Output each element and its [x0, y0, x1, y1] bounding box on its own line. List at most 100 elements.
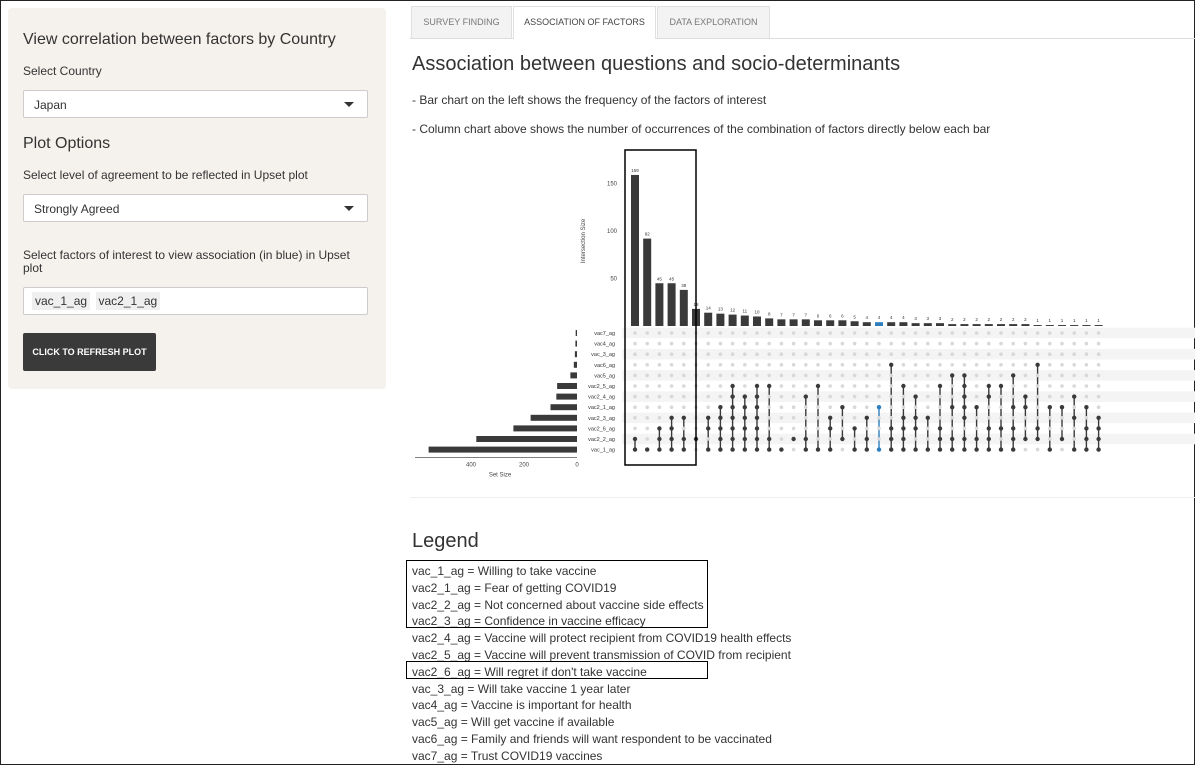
matrix-dot-active: [986, 394, 991, 399]
matrix-dot-inactive: [974, 416, 979, 420]
section-divider: [410, 497, 1195, 498]
set-label: vac2_3_ag: [588, 416, 615, 422]
matrix-dot-inactive: [816, 405, 820, 410]
matrix-dot-inactive: [926, 394, 930, 399]
tab-data-exploration[interactable]: DATA EXPLORATION: [657, 6, 770, 38]
matrix-dot-inactive: [950, 416, 954, 420]
matrix-dot-inactive: [804, 341, 808, 346]
matrix-dot-inactive: [791, 331, 796, 335]
legend-item: vac2_4_ag = Vaccine will protect recipie…: [412, 631, 792, 646]
matrix-dot-inactive: [877, 373, 881, 378]
country-select[interactable]: Japan: [23, 90, 368, 118]
matrix-dot-active: [998, 383, 1004, 389]
set-label: vac2_5_ag: [588, 384, 615, 390]
matrix-dot-inactive: [779, 331, 784, 335]
refresh-plot-button[interactable]: CLICK TO REFRESH PLOT: [23, 333, 156, 371]
legend-highlight-box: [406, 661, 708, 679]
matrix-dot-inactive: [816, 394, 820, 399]
matrix-dot-inactive: [633, 394, 637, 399]
matrix-dot-active: [974, 405, 979, 410]
matrix-dot-inactive: [840, 394, 845, 399]
matrix-dot-inactive: [755, 363, 759, 367]
factors-multiselect[interactable]: vac_1_ag vac2_1_ag: [23, 287, 368, 315]
matrix-dot-inactive: [974, 384, 979, 388]
matrix-dot-inactive: [1048, 363, 1052, 367]
matrix-dot-inactive: [804, 405, 808, 410]
matrix-dot-inactive: [633, 331, 637, 335]
intersection-bar: [887, 322, 896, 326]
matrix-dot-inactive: [987, 352, 991, 356]
matrix-dot-active: [730, 415, 735, 420]
matrix-dot-inactive: [669, 384, 674, 388]
matrix-dot-inactive: [645, 384, 649, 388]
matrix-dot-inactive: [962, 363, 967, 367]
intersection-value-label: 2: [963, 317, 966, 322]
matrix-dot-inactive: [767, 416, 771, 420]
set-size-bar: [575, 330, 577, 336]
matrix-dot-active: [840, 405, 845, 410]
legend-item: vac2_3_ag = Confidence in vaccine effica…: [412, 614, 646, 629]
intersection-value-label: 159: [631, 168, 639, 173]
set-size-bar: [570, 372, 577, 379]
matrix-dot-inactive: [1048, 437, 1052, 441]
matrix-dot-inactive: [865, 426, 869, 431]
matrix-dot-inactive: [938, 363, 942, 367]
factor-tag[interactable]: vac2_1_ag: [95, 292, 161, 310]
matrix-dot-active: [1011, 426, 1016, 431]
matrix-dot-inactive: [767, 426, 771, 431]
matrix-dot-inactive: [1096, 363, 1101, 367]
intersection-value-label: 6: [817, 313, 820, 318]
matrix-dot-inactive: [852, 405, 857, 410]
intersection-bar: [984, 324, 993, 326]
matrix-dot-inactive: [950, 394, 954, 399]
matrix-dot-inactive: [1035, 331, 1040, 335]
matrix-dot-inactive: [950, 331, 954, 335]
matrix-dot-active: [889, 362, 894, 367]
matrix-dot-active: [1035, 436, 1040, 442]
matrix-dot-inactive: [816, 373, 820, 378]
matrix-dot-inactive: [828, 352, 832, 356]
factor-tag[interactable]: vac_1_ag: [32, 292, 91, 310]
tab-association-of-factors[interactable]: ASSOCIATION OF FACTORS: [513, 6, 656, 39]
intersection-value-label: 5: [853, 314, 856, 319]
matrix-dot-inactive: [938, 341, 942, 346]
matrix-dot-inactive: [706, 405, 710, 410]
matrix-dot-inactive: [852, 352, 857, 356]
matrix-dot-inactive: [657, 352, 662, 356]
matrix-dot-inactive: [865, 405, 869, 410]
plot-options-title: Plot Options: [23, 135, 111, 152]
matrix-dot-active: [876, 447, 882, 452]
matrix-dot-inactive: [669, 405, 674, 410]
matrix-row-stripe: [622, 348, 1195, 360]
matrix-dot-inactive: [913, 341, 918, 346]
agreement-select[interactable]: Strongly Agreed: [23, 194, 368, 222]
matrix-dot-inactive: [1023, 341, 1028, 346]
matrix-dot-inactive: [901, 394, 906, 399]
matrix-dot-inactive: [755, 341, 759, 346]
matrix-dot-inactive: [877, 352, 881, 356]
legend-title: Legend: [412, 530, 479, 552]
intersection-value-label: 45: [657, 276, 663, 281]
matrix-dot-inactive: [926, 437, 930, 441]
matrix-dot-inactive: [718, 373, 723, 378]
matrix-dot-inactive: [1035, 394, 1040, 399]
intersection-bar: [753, 316, 761, 326]
intersection-bar: [1009, 324, 1018, 326]
matrix-dot-active: [1096, 436, 1101, 442]
matrix-dot-inactive: [779, 426, 784, 431]
intersection-bar: [899, 322, 908, 326]
matrix-dot-inactive: [987, 416, 991, 420]
matrix-dot-inactive: [657, 373, 662, 378]
matrix-dot-inactive: [913, 352, 918, 356]
intersection-bar: [911, 323, 920, 326]
matrix-dot-active: [1011, 373, 1016, 378]
matrix-dot-active: [730, 447, 735, 452]
tab-survey-finding[interactable]: SURVEY FINDING: [411, 6, 512, 38]
matrix-dot-active: [779, 447, 784, 452]
matrix-dot-inactive: [779, 384, 784, 388]
intersection-bar: [740, 315, 749, 326]
intersection-value-label: 1: [1073, 318, 1076, 323]
matrix-dot-inactive: [1035, 352, 1040, 356]
matrix-dot-inactive: [889, 384, 893, 388]
matrix-dot-inactive: [669, 373, 674, 378]
